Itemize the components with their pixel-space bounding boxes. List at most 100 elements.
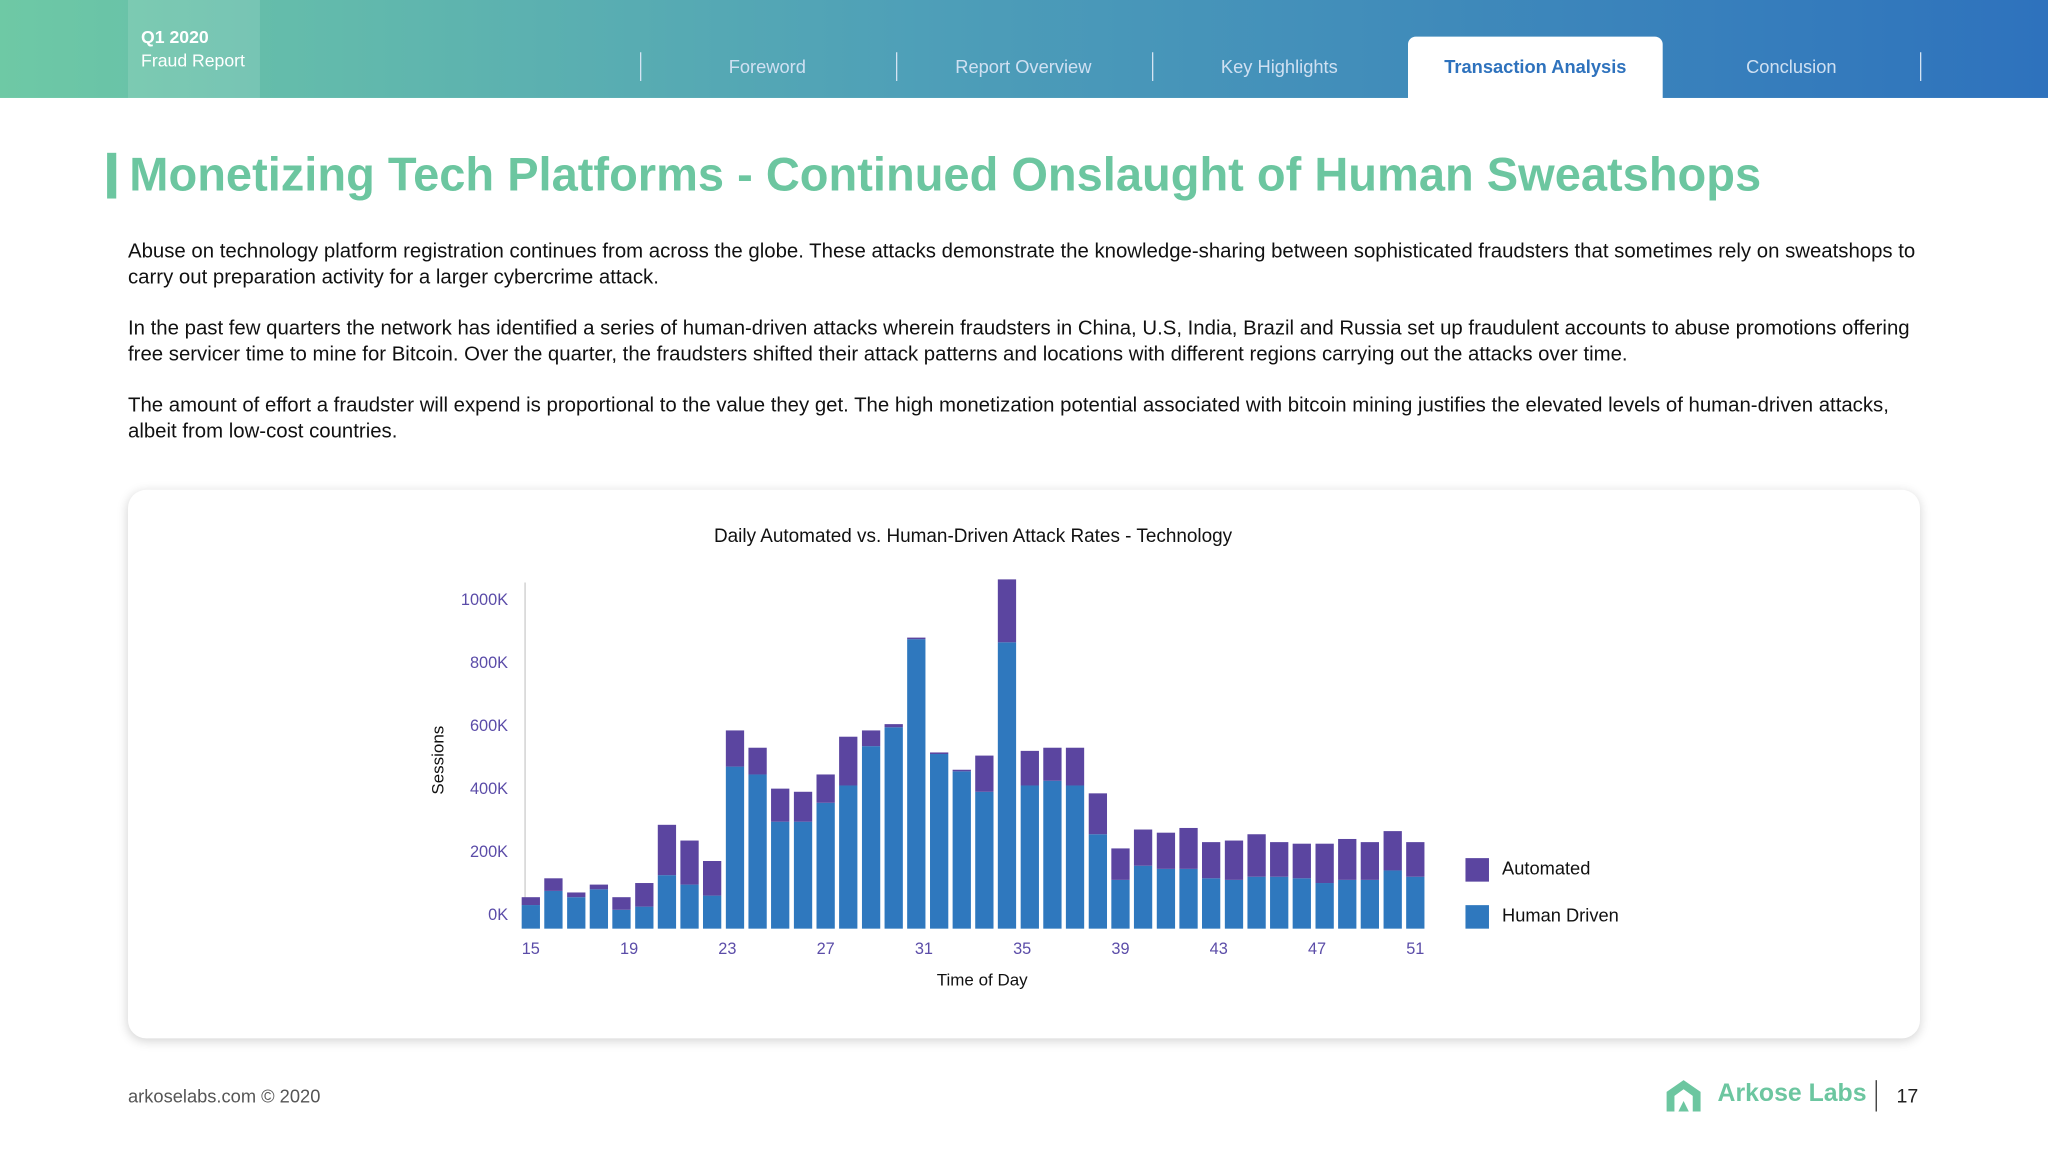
brand-logo xyxy=(1666,1080,1701,1112)
bar-segment xyxy=(635,883,654,907)
bar-segment xyxy=(1383,870,1402,929)
nav-tab[interactable]: Foreword xyxy=(728,56,806,78)
report-badge: Q1 2020 Fraud Report xyxy=(127,0,260,98)
bar-segment xyxy=(1156,832,1176,869)
bar-segment xyxy=(1179,827,1198,869)
bar-segment xyxy=(1179,868,1198,929)
bar-segment xyxy=(680,840,699,885)
report-quarter: Q1 2020 xyxy=(141,27,209,48)
bar-segment xyxy=(884,727,903,929)
bar-segment xyxy=(907,637,926,640)
bar-segment xyxy=(702,861,722,896)
bar-segment xyxy=(1338,879,1357,929)
bar-segment xyxy=(1201,878,1221,929)
bar-segment xyxy=(861,746,881,929)
bar-segment xyxy=(1292,878,1311,929)
x-tick-label: 51 xyxy=(1406,940,1424,958)
bar-segment xyxy=(702,895,722,929)
bar-segment xyxy=(975,791,994,929)
paragraph: Abuse on technology platform registratio… xyxy=(127,240,1916,289)
bar-segment xyxy=(567,897,586,929)
bar-segment xyxy=(1156,868,1176,929)
bar-segment xyxy=(1133,829,1153,866)
x-tick-label: 35 xyxy=(1013,940,1031,958)
bar-segment xyxy=(1111,848,1130,880)
bar-segment xyxy=(1360,842,1379,880)
bar-segment xyxy=(771,788,790,822)
bar-segment xyxy=(1224,840,1244,880)
nav-separator xyxy=(1919,52,1922,81)
x-tick-label: 15 xyxy=(522,940,540,958)
y-tick-label: 600K xyxy=(470,717,508,735)
bar-segment xyxy=(1292,843,1311,879)
paragraph: In the past few quarters the network has… xyxy=(127,317,1910,366)
x-axis-label: Time of Day xyxy=(937,970,1028,989)
paragraph: The amount of effort a fraudster will ex… xyxy=(127,394,1889,443)
footer-divider xyxy=(1875,1080,1877,1112)
bar-segment xyxy=(1315,883,1334,929)
bar-segment xyxy=(521,897,540,906)
bar-segment xyxy=(725,730,745,767)
bar-segment xyxy=(793,791,813,822)
nav-separator xyxy=(639,52,642,81)
legend-swatch xyxy=(1465,858,1489,882)
x-tick-label: 39 xyxy=(1111,940,1129,958)
bar-segment xyxy=(1406,876,1425,929)
y-tick-label: 800K xyxy=(470,654,508,672)
bar-segment xyxy=(1224,879,1244,929)
bar-segment xyxy=(748,774,767,929)
y-tick-label: 1000K xyxy=(461,591,508,609)
bar-segment xyxy=(589,889,609,929)
bar-segment xyxy=(657,824,677,876)
y-tick-label: 200K xyxy=(470,843,508,861)
bar-segment xyxy=(1111,879,1130,929)
y-axis-label: Sessions xyxy=(428,726,447,795)
x-tick-label: 27 xyxy=(817,940,835,958)
nav-separator xyxy=(895,52,898,81)
bar-segment xyxy=(1270,842,1289,877)
bar-segment xyxy=(657,875,677,929)
bar-segment xyxy=(839,736,858,786)
bar-segment xyxy=(1088,793,1108,835)
y-tick-label: 0K xyxy=(488,906,508,924)
bar-segment xyxy=(1133,865,1153,929)
legend-label: Human Driven xyxy=(1502,905,1619,926)
bar-segment xyxy=(725,766,745,929)
bar-segment xyxy=(1247,876,1266,929)
bar-segment xyxy=(1020,750,1039,786)
bar-segment xyxy=(612,909,631,929)
legend-swatch xyxy=(1465,905,1489,929)
legend-label: Automated xyxy=(1502,858,1590,879)
bar-segment xyxy=(930,752,949,755)
nav-tab[interactable]: Transaction Analysis xyxy=(1407,36,1663,98)
bar-segment xyxy=(1088,834,1108,929)
bar-segment xyxy=(952,771,971,929)
bar-segment xyxy=(816,802,835,929)
bar-segment xyxy=(771,821,790,929)
bar-segment xyxy=(589,884,609,890)
y-tick-label: 400K xyxy=(470,780,508,798)
brand-name: Arkose Labs xyxy=(1717,1080,1867,1108)
bar-segment xyxy=(1315,843,1334,884)
nav-tab[interactable]: Key Highlights xyxy=(1220,56,1338,78)
page-number: 17 xyxy=(1896,1085,1919,1108)
bar-segment xyxy=(1043,780,1062,929)
x-tick-label: 31 xyxy=(915,940,933,958)
bar-segment xyxy=(680,884,699,929)
bar-segment xyxy=(1383,831,1402,871)
bar-segment xyxy=(861,730,881,747)
nav-tab[interactable]: Conclusion xyxy=(1746,56,1837,78)
bar-segment xyxy=(975,755,994,792)
page-title: Monetizing Tech Platforms - Continued On… xyxy=(129,147,1762,202)
chart: Daily Automated vs. Human-Driven Attack … xyxy=(428,526,1619,990)
report-name: Fraud Report xyxy=(141,50,245,71)
bar-segment xyxy=(748,747,767,775)
bar-segment xyxy=(1406,842,1425,877)
header-bar xyxy=(0,0,2048,98)
x-tick-label: 43 xyxy=(1210,940,1228,958)
bar-segment xyxy=(1338,838,1357,880)
nav-tab[interactable]: Report Overview xyxy=(955,56,1092,78)
bar-segment xyxy=(612,897,631,910)
bar-segment xyxy=(1201,842,1221,879)
